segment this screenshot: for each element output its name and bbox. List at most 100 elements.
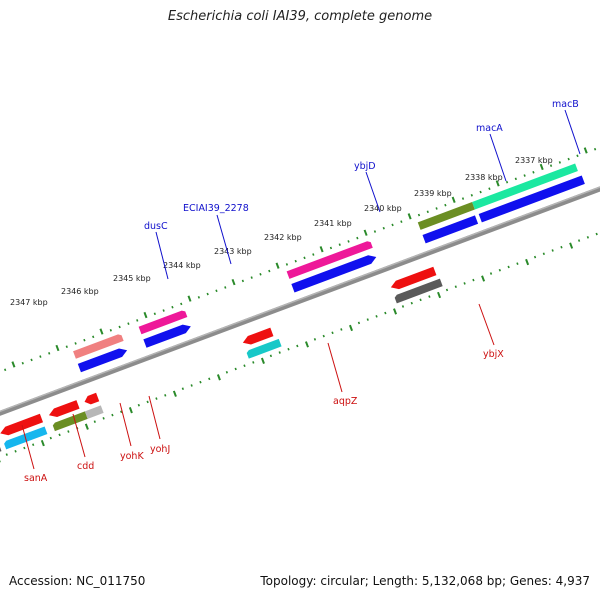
minor-tick (357, 321, 361, 325)
minor-tick (356, 236, 359, 240)
major-tick (393, 308, 398, 315)
major-tick (84, 423, 89, 430)
minor-tick (391, 223, 394, 227)
accession-text: Accession: NC_011750 (9, 574, 146, 588)
minor-tick (74, 342, 77, 345)
minor-tick (488, 187, 491, 191)
dusC-label: dusC (144, 221, 168, 232)
major-tick (451, 196, 456, 204)
macB-cog-bar (472, 163, 578, 210)
yohJ-label: yohJ (150, 444, 170, 455)
minor-tick (340, 328, 343, 331)
minor-tick (137, 403, 140, 407)
yohJ-cog-bar (84, 405, 104, 419)
minor-tick (470, 193, 473, 197)
minor-tick (454, 285, 457, 289)
aqpZ-leader (327, 342, 343, 393)
macA-cog-bar (417, 202, 475, 230)
minor-tick (472, 278, 475, 282)
minor-tick (208, 377, 211, 381)
aqpZ-gene-arrow (242, 327, 274, 345)
minor-tick (171, 305, 174, 309)
cdd-label: cdd (77, 461, 94, 472)
kbp-label: 2343 kbp (214, 247, 252, 256)
minor-tick (39, 355, 42, 358)
major-tick (304, 341, 309, 348)
ybjX-cog-bar (394, 278, 443, 304)
minor-tick (595, 232, 598, 236)
minor-tick (234, 367, 237, 371)
yohK-cog-bar (52, 411, 88, 432)
minor-tick (426, 210, 429, 214)
ECIAI39_2278-cog-bar (138, 310, 188, 335)
minor-tick (551, 249, 554, 252)
minor-tick (153, 312, 156, 316)
macB-label: macB (552, 99, 579, 110)
minor-tick (180, 302, 183, 306)
major-tick (172, 390, 177, 397)
minor-tick (259, 272, 262, 276)
minor-tick (48, 352, 51, 355)
minor-tick (498, 268, 501, 272)
yohK-label: yohK (120, 451, 144, 462)
minor-tick (241, 279, 245, 283)
aqpZ-label: aqpZ (333, 396, 358, 407)
minor-tick (23, 446, 26, 450)
dusC-gene-arrow (77, 348, 128, 373)
minor-tick (224, 286, 227, 289)
minor-tick (523, 174, 526, 177)
minor-tick (419, 298, 422, 302)
macA-leader (489, 133, 507, 182)
minor-tick (136, 319, 139, 322)
minor-tick (444, 203, 447, 207)
kbp-label: 2346 kbp (61, 287, 99, 296)
minor-tick (5, 453, 8, 456)
major-tick (275, 262, 280, 269)
major-tick (437, 291, 442, 299)
macA-label: macA (476, 123, 503, 134)
major-tick (363, 229, 368, 236)
minor-tick (4, 368, 7, 372)
minor-tick (329, 246, 333, 250)
minor-tick (366, 318, 369, 321)
minor-tick (181, 387, 184, 391)
ybjD-cog-bar (286, 241, 373, 279)
major-tick (0, 456, 1, 463)
minor-tick (428, 295, 431, 298)
minor-tick (92, 335, 95, 339)
minor-tick (269, 354, 273, 358)
minor-tick (577, 239, 581, 242)
kbp-label: 2345 kbp (113, 274, 151, 283)
minor-tick (67, 430, 70, 433)
genome-backbone-highlight (0, 123, 600, 476)
kbp-label: 2342 kbp (264, 233, 302, 242)
minor-tick (294, 259, 297, 263)
major-tick (40, 439, 45, 447)
minor-tick (322, 334, 325, 338)
major-tick (260, 357, 265, 364)
minor-tick (382, 226, 385, 230)
minor-tick (533, 255, 537, 259)
minor-tick (14, 449, 17, 453)
macB-leader (564, 109, 581, 155)
major-tick (583, 147, 588, 154)
major-tick (349, 324, 353, 332)
major-tick (99, 328, 104, 335)
minor-tick (65, 345, 68, 349)
minor-tick (558, 161, 561, 164)
kbp-label: 2337 kbp (515, 156, 553, 165)
major-tick (55, 344, 60, 352)
minor-tick (109, 328, 112, 332)
kbp-label: 2339 kbp (414, 189, 452, 198)
major-tick (407, 213, 412, 220)
minor-tick (435, 207, 438, 210)
minor-tick (514, 177, 517, 181)
major-tick (525, 258, 530, 266)
kbp-label: 2338 kbp (465, 173, 503, 182)
minor-tick (296, 344, 299, 348)
minor-tick (164, 394, 167, 397)
minor-tick (162, 309, 165, 312)
minor-tick (489, 272, 493, 275)
yohJ-leader (148, 395, 161, 440)
minor-tick (312, 253, 315, 256)
